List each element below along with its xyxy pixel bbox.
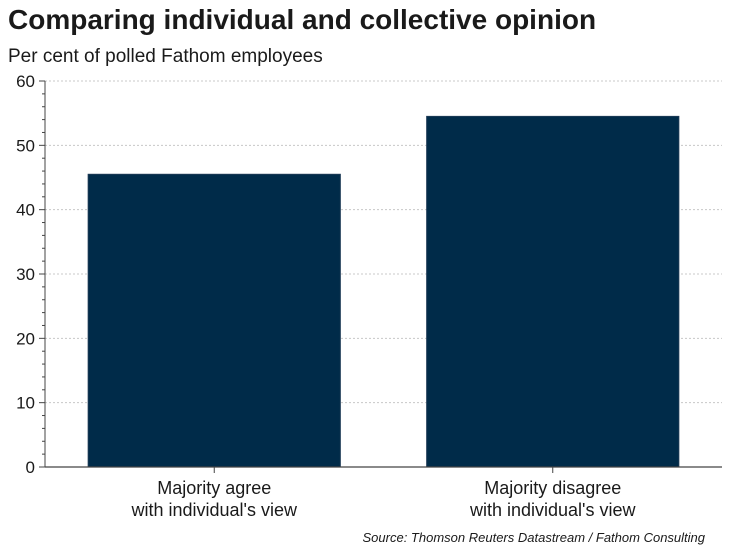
- chart-subtitle: Per cent of polled Fathom employees: [8, 46, 323, 67]
- y-tick-label: 50: [16, 136, 35, 155]
- y-tick-label: 20: [16, 329, 35, 348]
- source-note: Source: Thomson Reuters Datastream / Fat…: [362, 530, 705, 545]
- axes: [39, 80, 722, 473]
- x-category-label: Majority agree with individual's view: [130, 478, 298, 520]
- y-tick-label: 60: [16, 72, 35, 91]
- chart-title: Comparing individual and collective opin…: [8, 4, 597, 35]
- y-tick-label: 0: [26, 458, 35, 477]
- x-category-label: Majority disagree with individual's view: [469, 478, 637, 520]
- bar: [87, 173, 341, 468]
- bar: [426, 115, 680, 468]
- y-tick-label: 40: [16, 201, 35, 220]
- y-tick-label: 10: [16, 394, 35, 413]
- bars: [87, 115, 680, 468]
- labels: 0 10 20 30 40 50 60 Majority agree with individu…: [16, 72, 636, 520]
- y-tick-label: 30: [16, 265, 35, 284]
